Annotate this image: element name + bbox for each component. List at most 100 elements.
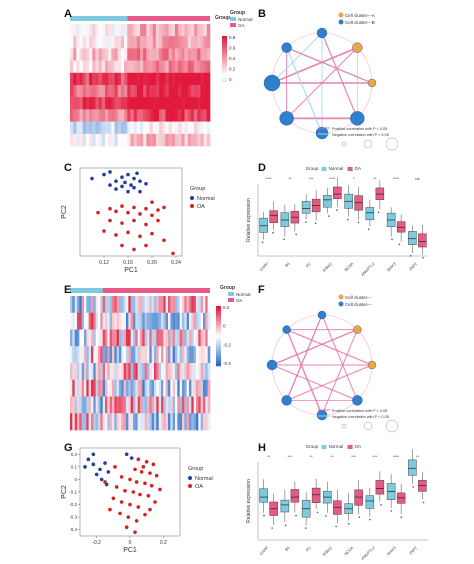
significance-label: *** [351,454,356,459]
point-oa [126,515,131,519]
heatmap-cell [73,48,77,61]
heatmap-cell [161,346,164,364]
heatmap-cell [135,312,138,330]
point-normal [114,179,118,183]
heatmap-cell [203,329,206,347]
heatmap-cell [117,60,122,74]
heatmap-cell [73,121,77,135]
heatmap-cell [198,363,201,381]
colorscale-swatch [222,36,227,39]
heatmap-cell [130,413,134,431]
heatmap-cell [81,329,85,347]
heatmap-cell [89,85,93,98]
heatmap-cell [187,36,192,49]
legend-title: Group [306,166,319,171]
heatmap-cell [130,312,134,330]
heatmap-cell [100,346,103,364]
point-oa [139,470,144,474]
heatmap-cell [93,296,96,314]
heatmap-cell [92,36,96,49]
heatmap-cell [198,379,201,397]
heatmap-cell [184,109,189,122]
heatmap-cell [151,346,155,364]
heatmap-cell [147,396,150,414]
heatmap-cell [70,72,74,86]
heatmap-cell [95,60,99,74]
heatmap-cell [172,413,176,431]
heatmap-cell [170,329,173,347]
heatmap-cell [184,121,189,135]
heatmap-cell [146,109,150,122]
significance-label: ** [267,454,271,459]
heatmap-cell [146,60,150,74]
heatmap-cell [128,396,131,414]
heatmap-cell [100,312,103,330]
box-outlier [390,510,393,512]
heatmap-cell [179,363,183,381]
heatmap-cell [88,396,92,414]
heatmap-cell [82,133,87,147]
point-normal [144,181,148,186]
heatmap-cell [162,109,166,122]
heatmap-top: 0.8 0.6 0.4 0.2 0 [70,16,236,147]
heatmap-cell [191,379,194,397]
heatmap-cell [196,296,199,314]
box-outlier [261,241,264,244]
heatmap-cell [178,60,182,74]
colorscale-swatch [222,64,227,67]
heatmap-cell [100,396,103,414]
heatmap-cell [181,121,185,135]
heatmap-cell [95,48,99,61]
heatmap-cell [175,346,178,364]
box-normal [259,217,268,233]
heatmap-cell [95,97,99,110]
heatmap-cell [181,109,185,122]
heatmap-cell [127,133,131,147]
x-axis-label: PC1 [124,267,138,274]
heatmap-cell [165,60,169,74]
heatmap-cell [179,312,183,330]
heatmap-cell [181,85,185,98]
heatmap-cell [205,312,208,330]
heatmap-cell [178,97,182,110]
colorscale-swatch [222,76,227,79]
heatmap-cell [95,396,99,414]
heatmap-cell [114,109,119,122]
heatmap-cell [135,329,138,347]
heatmap-cell [197,121,201,135]
neg-edge-label: Negative correlation with P < 0.05 [332,133,389,137]
point-normal [138,179,142,183]
heatmap-cell [136,97,141,110]
heatmap-cell [114,296,117,314]
heatmap-cell [146,36,150,49]
heatmap-cell [170,346,173,364]
heatmap-cell [143,133,147,147]
heatmap-cell [182,296,185,314]
point-normal [132,185,136,190]
heatmap-cell [116,379,120,397]
point-oa [148,471,152,475]
heatmap-cell [175,329,178,347]
heatmap-cell [88,363,92,381]
cluster-b-label: Cell cluster--- [345,302,372,307]
heatmap-cell [114,24,119,37]
heatmap-cell [168,121,173,135]
legend-label: OA [355,444,362,449]
heatmap-cell [72,413,75,431]
heatmap-cell [165,97,169,110]
box-outlier [367,228,370,231]
heatmap-cell [197,133,201,147]
heatmap-cell [206,85,211,98]
heatmap-cell [184,329,187,347]
significance-label: *** [309,176,314,181]
heatmap-cell [91,329,94,347]
heatmap-cell [140,396,143,414]
heatmap-cell [172,312,176,330]
heatmap-cell [136,72,141,86]
heatmap-cell [108,24,112,37]
heatmap-cell [186,312,190,330]
heatmap-cell [142,413,145,431]
colorscale-swatch [216,336,221,339]
heatmap-cell [205,379,208,397]
box-oa [418,480,427,492]
